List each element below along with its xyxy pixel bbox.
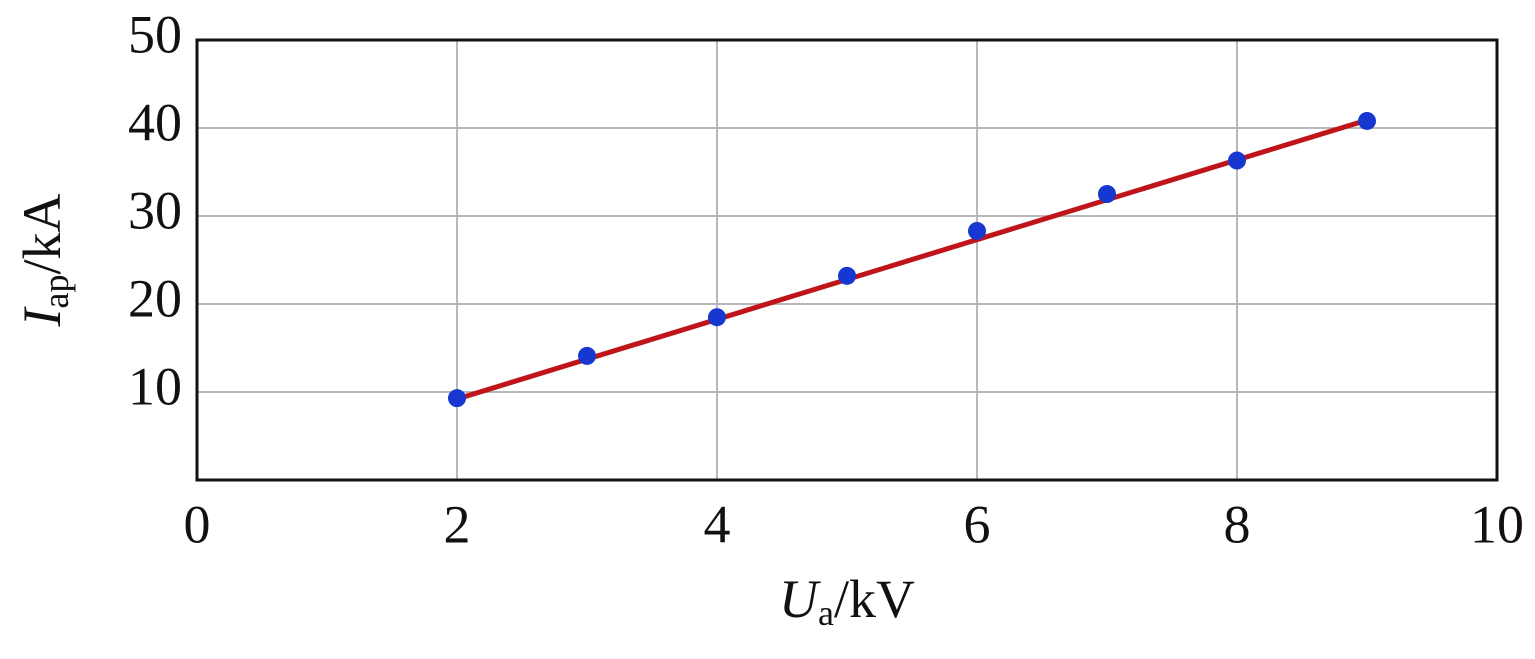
y-tick-label: 40 (128, 92, 182, 152)
y-label-subscript: ap (36, 275, 76, 309)
x-axis-label: Ua/kV (779, 569, 915, 633)
data-point (1228, 151, 1246, 170)
x-tick-label: 2 (444, 494, 471, 554)
data-point (448, 389, 466, 408)
x-tick-label: 6 (964, 494, 991, 554)
x-tick-label: 0 (184, 494, 211, 554)
fit-line (456, 117, 1368, 402)
y-tick-label: 20 (128, 268, 182, 328)
data-point (1358, 111, 1376, 130)
plot-frame (195, 38, 1499, 482)
x-tick-label: 10 (1470, 494, 1524, 554)
data-point (968, 221, 986, 240)
x-label-subscript: a (818, 593, 834, 633)
x-label-symbol: U (779, 569, 821, 629)
data-point (708, 308, 726, 327)
data-point (1098, 185, 1116, 203)
y-tick-label: 30 (128, 180, 182, 240)
x-tick-label: 8 (1224, 494, 1251, 554)
y-label-symbol: I (12, 305, 72, 327)
y-tick-label: 50 (128, 4, 182, 64)
x-tick-label: 4 (704, 494, 731, 554)
y-label-unit: /kA (12, 194, 72, 275)
y-axis-label: Iap/kA (12, 194, 76, 328)
x-label-unit: /kV (834, 569, 915, 629)
y-tick-label: 10 (128, 356, 182, 416)
data-point (578, 346, 596, 365)
data-point (838, 266, 856, 285)
